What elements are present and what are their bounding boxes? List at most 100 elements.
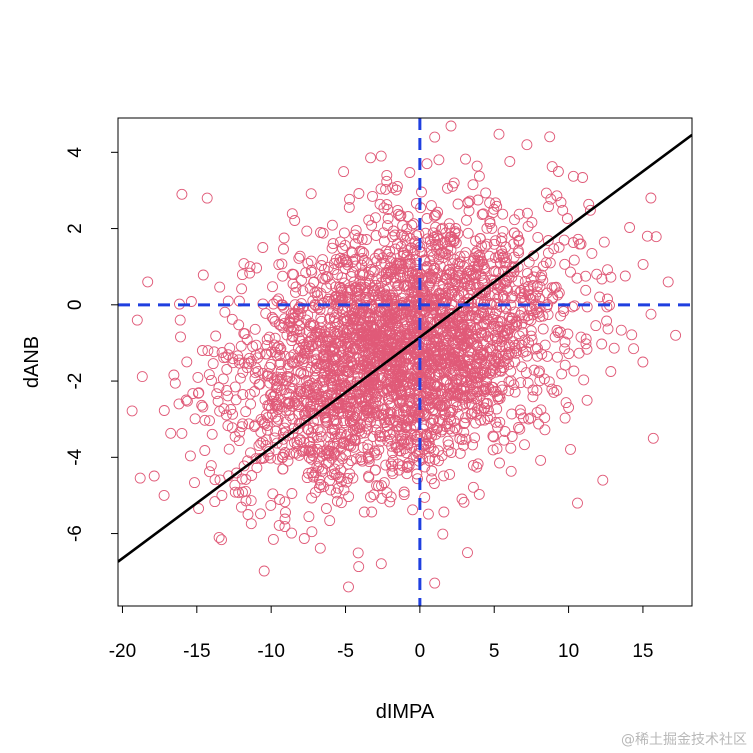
data-point	[249, 373, 261, 384]
data-point	[268, 313, 280, 325]
data-point	[362, 439, 374, 451]
data-point	[483, 367, 495, 379]
data-point	[481, 238, 493, 250]
data-point	[222, 349, 234, 361]
data-point	[281, 329, 293, 341]
data-point	[371, 391, 383, 403]
data-point	[411, 431, 422, 443]
data-point	[494, 392, 506, 404]
data-point	[527, 391, 539, 403]
data-point	[530, 266, 542, 277]
data-point	[326, 390, 338, 402]
data-point	[412, 404, 424, 416]
data-point	[349, 331, 360, 343]
data-point	[522, 281, 534, 292]
data-point	[427, 397, 439, 409]
data-point	[306, 492, 318, 504]
data-point	[474, 287, 486, 299]
data-point	[484, 307, 496, 319]
data-point	[311, 394, 323, 406]
data-point	[311, 286, 323, 298]
data-point	[270, 425, 282, 437]
data-point	[670, 329, 682, 341]
data-point	[311, 349, 323, 361]
data-point	[284, 410, 296, 421]
data-point	[339, 254, 351, 266]
data-point	[363, 270, 375, 282]
data-point	[416, 246, 428, 258]
data-point	[555, 196, 567, 208]
data-point	[533, 367, 545, 379]
data-point	[376, 330, 388, 342]
data-point	[378, 477, 390, 489]
data-point	[314, 377, 326, 389]
data-point	[301, 423, 313, 435]
data-point	[252, 352, 264, 364]
data-point	[335, 476, 347, 488]
data-point	[383, 328, 395, 340]
data-point	[305, 188, 317, 200]
data-point	[319, 273, 331, 285]
data-point	[450, 276, 462, 288]
data-point	[392, 441, 404, 453]
data-point	[422, 399, 434, 411]
data-point	[226, 422, 238, 434]
data-point	[574, 238, 586, 250]
data-point	[314, 334, 326, 346]
data-point	[404, 388, 416, 400]
y-tick-label: 0	[65, 300, 86, 311]
data-point	[339, 263, 351, 275]
data-point	[501, 276, 512, 287]
data-point	[134, 472, 146, 484]
data-point	[503, 385, 515, 397]
data-point	[328, 294, 340, 306]
data-point	[565, 443, 576, 455]
data-point	[410, 450, 422, 462]
data-point	[379, 403, 391, 415]
data-point	[398, 486, 410, 498]
data-point	[236, 473, 248, 485]
data-point	[494, 315, 506, 327]
data-point	[288, 437, 300, 448]
data-point	[513, 235, 525, 247]
data-point	[224, 342, 236, 354]
data-point	[525, 314, 537, 326]
data-point	[555, 310, 567, 322]
data-point	[553, 241, 565, 253]
data-point	[174, 314, 186, 326]
data-point	[531, 406, 543, 418]
data-point	[363, 214, 375, 226]
data-point	[578, 374, 590, 386]
data-point	[488, 203, 500, 215]
data-point	[298, 356, 310, 368]
data-point	[422, 508, 434, 520]
data-point	[328, 312, 340, 324]
data-point	[386, 391, 397, 402]
data-point	[181, 395, 193, 407]
data-point	[508, 227, 520, 239]
data-point	[275, 319, 287, 331]
data-point	[362, 452, 374, 463]
data-point	[142, 276, 154, 288]
data-point	[478, 296, 490, 308]
data-point	[394, 397, 406, 409]
data-point	[337, 438, 349, 450]
data-point	[173, 398, 185, 410]
data-point	[291, 324, 303, 336]
data-point	[496, 232, 508, 244]
data-point	[270, 411, 282, 423]
data-point	[229, 486, 241, 498]
data-point	[458, 418, 470, 430]
data-point	[241, 362, 253, 374]
data-point	[406, 219, 418, 231]
data-point	[277, 270, 289, 282]
data-point	[390, 184, 402, 196]
data-point	[563, 402, 575, 413]
data-point	[343, 201, 355, 213]
y-tick-label: -2	[65, 373, 86, 390]
data-point	[540, 257, 552, 269]
data-point	[379, 430, 391, 442]
data-point	[496, 245, 508, 257]
data-point	[233, 354, 245, 366]
data-point	[460, 247, 472, 259]
